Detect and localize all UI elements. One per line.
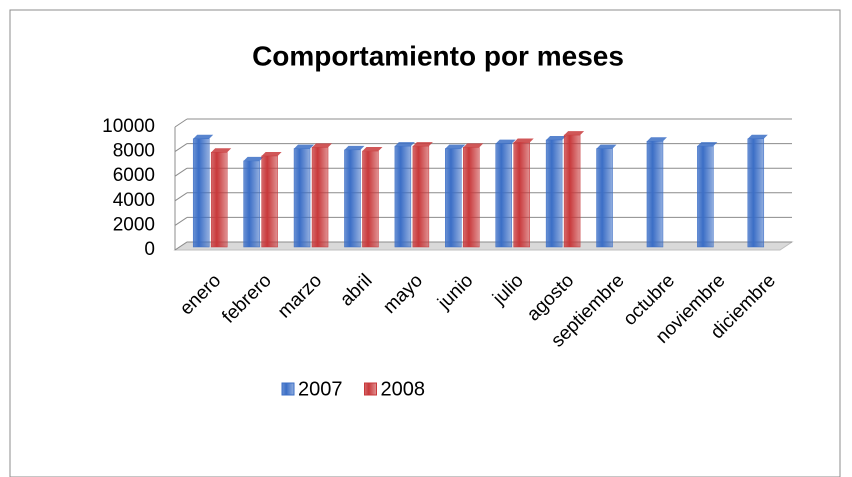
bar-top <box>362 147 383 152</box>
bar <box>463 147 480 248</box>
bar-top <box>697 142 718 147</box>
bar-top <box>495 139 516 144</box>
y-tick-label: 2000 <box>113 214 155 235</box>
bar <box>412 145 430 248</box>
grid-line-depth <box>174 192 188 202</box>
bar <box>563 134 581 248</box>
bar-top <box>394 142 415 147</box>
y-tick-label: 10000 <box>102 116 155 137</box>
bar-top <box>513 138 534 143</box>
bar-top <box>747 134 768 139</box>
legend-label: 2008 <box>381 378 426 400</box>
bar <box>293 148 311 248</box>
bar-top <box>261 151 282 156</box>
bar <box>210 152 228 248</box>
bar <box>697 145 714 248</box>
bar-top <box>211 148 232 153</box>
bar-top <box>564 131 585 136</box>
legend-label: 2007 <box>298 378 343 400</box>
bar-top <box>445 144 466 149</box>
bar-top <box>243 156 264 161</box>
bar <box>445 148 462 248</box>
y-tick-label: 8000 <box>113 141 155 162</box>
bar <box>513 142 530 248</box>
bar <box>545 139 563 248</box>
grid-line-depth <box>174 118 188 128</box>
bar <box>261 155 278 248</box>
chart-title: Comportamiento por meses <box>252 40 624 71</box>
bar-top <box>463 143 484 148</box>
grid-line-depth <box>174 143 188 153</box>
bar <box>646 140 664 248</box>
bar-top <box>193 134 214 139</box>
legend-swatch <box>364 382 377 396</box>
grid-line-depth <box>174 216 188 226</box>
bar <box>747 138 765 248</box>
bar-top <box>344 145 365 150</box>
y-tick-label: 4000 <box>113 190 155 211</box>
grid-line-depth <box>174 241 188 251</box>
bar-top <box>294 144 315 149</box>
bar <box>495 143 512 248</box>
bar-top <box>412 142 433 147</box>
bar-top <box>646 137 667 142</box>
bar <box>243 160 260 248</box>
bar-top <box>546 135 567 140</box>
bar <box>394 145 412 248</box>
y-tick-label: 0 <box>144 239 155 260</box>
bar <box>192 138 210 248</box>
bar <box>311 147 329 248</box>
legend-swatch <box>281 382 295 396</box>
bar <box>362 150 379 248</box>
bar <box>596 148 613 248</box>
bar-top <box>596 144 617 149</box>
bar-top <box>312 143 333 148</box>
y-tick-label: 6000 <box>113 165 155 186</box>
grid-line-depth <box>174 167 188 177</box>
bar <box>344 149 361 248</box>
